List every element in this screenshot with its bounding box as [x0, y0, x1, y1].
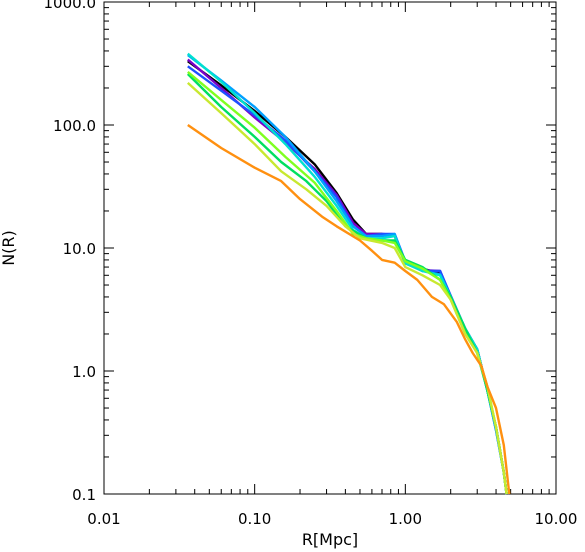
- data-series: [186, 52, 511, 495]
- x-tick-label: 1.00: [389, 510, 422, 528]
- y-tick-label: 100.0: [53, 117, 96, 135]
- x-tick-label: 10.00: [535, 510, 578, 528]
- y-tick-label: 1000.0: [44, 0, 97, 12]
- series-line-2: [187, 58, 508, 495]
- axis-ticks: [103, 2, 556, 495]
- x-tick-label: 0.10: [238, 510, 271, 528]
- plot-frame: [103, 1, 557, 495]
- series-line-9: [187, 124, 511, 495]
- axis-tick-labels: 0.01 0.10 1.00 10.00 0.1 1.0 10.0 100.0 1000.0: [44, 0, 578, 528]
- y-axis-title: N(R): [0, 230, 18, 266]
- series-line-8: [186, 82, 508, 495]
- x-axis-title: R[Mpc]: [302, 530, 358, 549]
- y-tick-label: 0.1: [72, 486, 96, 504]
- series-line-7: [187, 70, 508, 495]
- y-tick-label: 10.0: [63, 240, 96, 258]
- x-tick-label: 0.01: [87, 510, 120, 528]
- series-line-3: [187, 65, 508, 495]
- series-line-6: [186, 73, 508, 495]
- y-tick-label: 1.0: [72, 363, 96, 381]
